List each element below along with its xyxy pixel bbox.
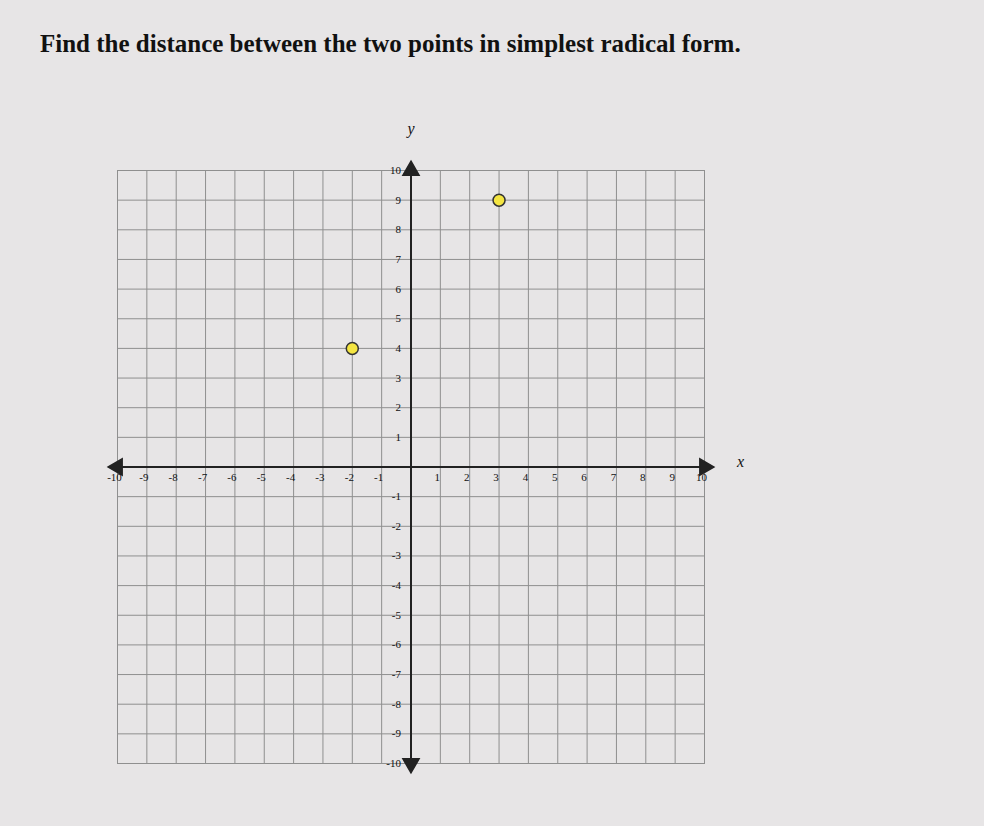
svg-text:-4: -4: [286, 471, 296, 483]
html-text:Find the distance between the: Find the distance between the two points…: [40, 30, 741, 57]
svg-text:8: 8: [396, 223, 402, 235]
svg-text:-1: -1: [392, 490, 401, 502]
svg-text:7: 7: [611, 471, 617, 483]
svg-text:-6: -6: [392, 638, 402, 650]
svg-text:-9: -9: [139, 471, 149, 483]
svg-text:y: y: [405, 120, 415, 138]
svg-text:1: 1: [435, 471, 441, 483]
svg-text:-7: -7: [392, 668, 402, 680]
svg-text:-5: -5: [257, 471, 267, 483]
svg-text:9: 9: [396, 194, 402, 206]
svg-text:5: 5: [396, 312, 402, 324]
svg-text:-4: -4: [392, 579, 402, 591]
svg-text:9: 9: [669, 471, 675, 483]
svg-text:6: 6: [581, 471, 587, 483]
svg-text:-2: -2: [345, 471, 354, 483]
svg-text:7: 7: [396, 253, 402, 265]
svg-text:10: 10: [390, 164, 402, 176]
svg-text:4: 4: [396, 342, 402, 354]
svg-text:-8: -8: [392, 698, 402, 710]
svg-text:6: 6: [396, 283, 402, 295]
svg-text:-1: -1: [374, 471, 383, 483]
svg-text:2: 2: [396, 401, 402, 413]
svg-text:-2: -2: [392, 520, 401, 532]
svg-text:-10: -10: [107, 471, 122, 483]
svg-text:5: 5: [552, 471, 558, 483]
svg-text:-10: -10: [386, 757, 401, 769]
svg-text:-5: -5: [392, 609, 402, 621]
svg-text:-8: -8: [169, 471, 179, 483]
svg-text:3: 3: [493, 471, 499, 483]
svg-text:8: 8: [640, 471, 646, 483]
svg-text:-9: -9: [392, 727, 402, 739]
svg-text:x: x: [736, 453, 744, 470]
svg-text:3: 3: [396, 372, 402, 384]
svg-text:1: 1: [396, 431, 402, 443]
svg-text:4: 4: [523, 471, 529, 483]
svg-text:10: 10: [696, 471, 708, 483]
svg-text:-7: -7: [198, 471, 208, 483]
svg-text:-3: -3: [392, 549, 402, 561]
svg-text:-6: -6: [227, 471, 237, 483]
svg-text:2: 2: [464, 471, 470, 483]
svg-text:-3: -3: [315, 471, 325, 483]
